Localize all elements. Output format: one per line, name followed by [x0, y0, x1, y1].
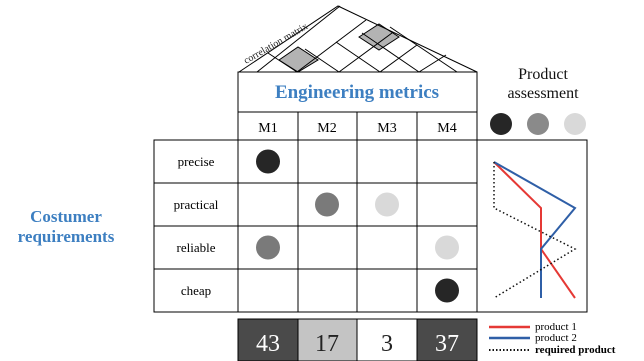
required-product-line	[493, 162, 577, 299]
metric-label-m3: M3	[377, 121, 396, 136]
totals-row: 43 17 3 37	[237, 318, 478, 361]
customer-label-line1: Costumer	[30, 207, 102, 226]
roof-shaded-cell	[358, 23, 400, 51]
total-value-m3: 3	[381, 331, 393, 357]
customer-label-line2: requirements	[18, 227, 115, 246]
engineering-metrics-title: Engineering metrics	[275, 82, 439, 103]
requirement-precise: precise	[178, 154, 215, 169]
total-value-m2: 17	[315, 331, 339, 357]
requirement-cheap: cheap	[181, 283, 211, 298]
assessment-title-line2: assessment	[507, 85, 579, 102]
relation-dot	[375, 192, 399, 217]
requirement-practical: practical	[174, 197, 219, 212]
relation-dot	[435, 235, 459, 260]
metric-header-row: M1 M2 M3 M4	[237, 111, 478, 141]
roof-shaded-cell	[278, 46, 319, 73]
requirement-reliable: reliable	[177, 240, 216, 255]
relationship-matrix	[237, 139, 478, 313]
metric-label-m1: M1	[258, 121, 277, 136]
product-2-line	[493, 161, 577, 298]
assessment-plot	[476, 139, 588, 313]
total-value-m4: 37	[435, 331, 459, 357]
assessment-title-line1: Product	[518, 66, 568, 83]
assessment-circle-mid	[527, 113, 549, 135]
legend-label-product-1: product 1	[535, 321, 577, 333]
total-cell-m1	[237, 318, 299, 361]
relation-dot	[256, 235, 280, 260]
assessment-circle-light	[564, 113, 586, 135]
legend-label-required-product: required product	[535, 344, 616, 356]
assessment-circle-dark	[490, 113, 512, 135]
relation-dot	[256, 149, 280, 174]
legend-label-product-2: product 2	[535, 332, 577, 344]
relation-dot	[315, 192, 339, 217]
metric-label-m2: M2	[317, 121, 336, 136]
metric-label-m4: M4	[437, 121, 456, 136]
legend: product 1 product 2 required product	[489, 321, 616, 356]
total-cell-m4	[416, 318, 478, 361]
requirements-column: precise practical reliable cheap	[153, 139, 239, 313]
product-1-line	[493, 161, 576, 299]
relation-dot	[435, 278, 459, 303]
total-cell-m2	[297, 318, 358, 361]
total-value-m1: 43	[256, 331, 280, 357]
